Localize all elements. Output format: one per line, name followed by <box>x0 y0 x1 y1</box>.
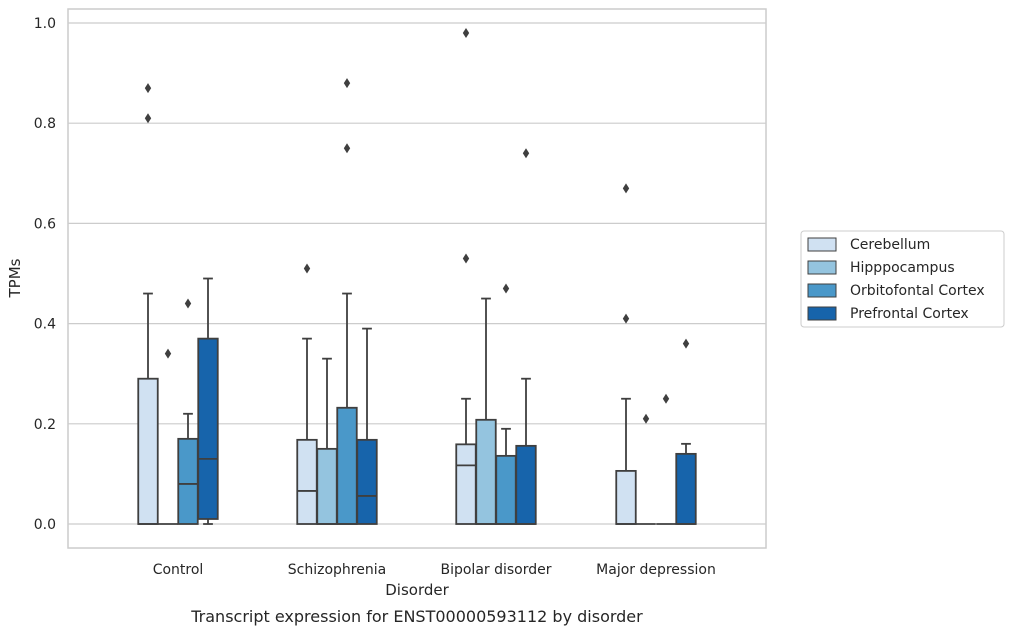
outlier-point <box>642 413 650 424</box>
y-axis-title: TPMs <box>6 258 24 298</box>
box-body <box>615 469 637 525</box>
legend-swatch <box>807 260 837 275</box>
box-orbitofontal-cortex <box>177 298 199 525</box>
box-cerebellum <box>455 28 477 525</box>
box-body <box>356 438 378 525</box>
outlier-point <box>682 338 690 349</box>
box-prefrontal-cortex <box>515 148 537 525</box>
box-body <box>515 444 537 525</box>
outlier-point <box>343 78 351 89</box>
box-body <box>177 437 199 525</box>
outlier-point <box>343 143 351 154</box>
box-hipppocampus <box>158 348 178 525</box>
box-body <box>675 452 697 525</box>
legend-swatch <box>807 306 837 321</box>
chart-caption: Transcript expression for ENST0000059311… <box>190 607 643 626</box>
outlier-point <box>184 298 192 309</box>
y-tick-label: 0.2 <box>34 417 56 433</box>
plot-frame <box>67 8 767 549</box>
box-series <box>137 28 697 525</box>
box-orbitofontal-cortex <box>656 393 676 525</box>
box-body <box>137 377 159 525</box>
legend-label: Prefrontal Cortex <box>850 306 969 322</box>
box-body <box>495 454 517 525</box>
box-body <box>336 406 358 525</box>
outlier-point <box>144 113 152 124</box>
box-body <box>316 447 338 525</box>
legend-swatch <box>807 237 837 252</box>
outlier-point <box>164 348 172 359</box>
outlier-point <box>462 253 470 264</box>
box-body <box>455 443 477 525</box>
y-tick-label: 0.8 <box>34 116 56 132</box>
box-prefrontal-cortex <box>197 277 219 525</box>
outlier-point <box>303 263 311 274</box>
legend-frame <box>800 230 1005 328</box>
y-tick-label: 0.0 <box>34 517 56 533</box>
outlier-point <box>144 83 152 94</box>
legend-swatch <box>807 283 837 298</box>
box-prefrontal-cortex <box>675 338 697 525</box>
legend-label: Hipppocampus <box>850 260 955 276</box>
y-tick-label: 0.6 <box>34 216 56 232</box>
box-body <box>475 418 497 525</box>
x-tick-label: Schizophrenia <box>288 562 386 578</box>
outlier-point <box>662 393 670 404</box>
x-tick-label: Bipolar disorder <box>440 562 551 578</box>
outlier-point <box>622 183 630 194</box>
outlier-point <box>622 313 630 324</box>
box-orbitofontal-cortex <box>336 78 358 525</box>
legend: Cerebellum Hipppocampus Orbitofontal Corte… <box>800 230 1005 328</box>
y-tick-label: 0.4 <box>34 317 56 333</box>
x-axis-title: Disorder <box>385 581 449 599</box>
box-cerebellum <box>296 263 318 525</box>
box-hipppocampus <box>636 413 656 525</box>
box-body <box>197 337 219 520</box>
box-prefrontal-cortex <box>356 327 378 525</box>
box-cerebellum <box>137 83 159 525</box>
y-tick-labels: 0.0 0.2 0.4 0.6 0.8 1.0 <box>34 16 56 533</box>
y-tick-label: 1.0 <box>34 16 56 32</box>
box-cerebellum <box>615 183 637 525</box>
x-tick-labels: Control Schizophrenia Bipolar disorder Majo… <box>153 562 716 578</box>
legend-label: Cerebellum <box>850 237 930 253</box>
x-tick-label: Major depression <box>596 562 716 578</box>
box-body <box>296 438 318 525</box>
outlier-point <box>522 148 530 159</box>
legend-label: Orbitofontal Cortex <box>850 283 985 299</box>
outlier-point <box>502 283 510 294</box>
outlier-point <box>462 28 470 39</box>
x-tick-label: Control <box>153 562 204 578</box>
